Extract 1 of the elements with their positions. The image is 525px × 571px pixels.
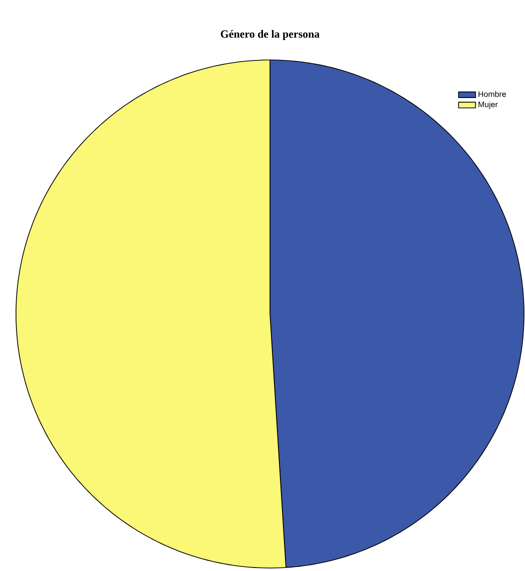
chart-title: Género de la persona bbox=[220, 30, 320, 40]
